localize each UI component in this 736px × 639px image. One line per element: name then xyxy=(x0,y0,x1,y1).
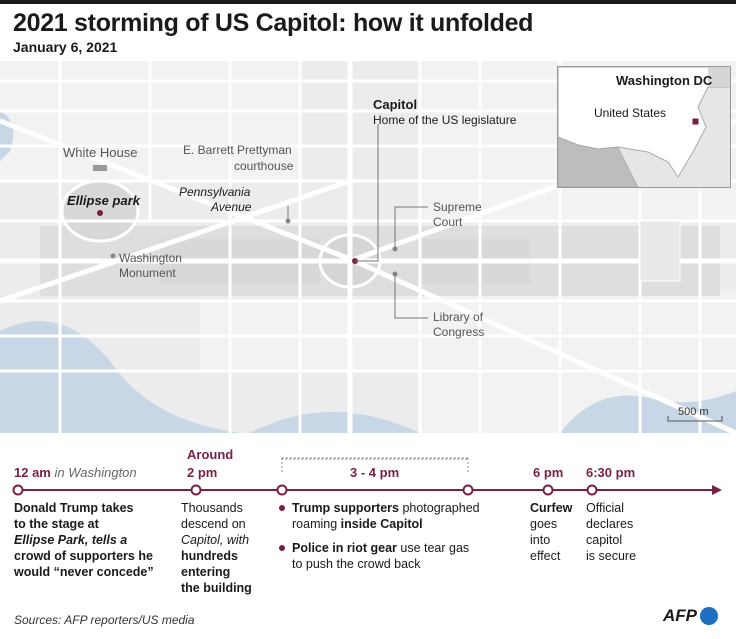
library-label-1: Library of xyxy=(433,310,484,324)
capitol-label: Capitol xyxy=(373,97,418,112)
event-4-description: Curfew goes into effect xyxy=(530,501,573,563)
timeline-dot-3pm xyxy=(276,484,288,496)
afp-logo-dot-icon xyxy=(700,607,718,625)
event-2-time-line2: 2 pm xyxy=(187,465,218,480)
courthouse-label-1: E. Barrett Prettyman xyxy=(183,143,292,157)
timeline-dot-630pm xyxy=(586,484,598,496)
event-1-time: 12 am in Washington xyxy=(14,465,137,480)
monument-marker xyxy=(110,253,116,259)
timeline-axis xyxy=(12,457,722,496)
scale-label: 500 m xyxy=(678,406,709,418)
courthouse-label-2: courthouse xyxy=(234,159,294,173)
event-5-time: 6:30 pm xyxy=(586,465,636,480)
timeline-dot-6pm xyxy=(542,484,554,496)
inset-city-label: Washington DC xyxy=(616,73,713,88)
bullet-marker-1 xyxy=(279,505,285,511)
event-3-bullet-2: Police in riot gear use tear gas to push… xyxy=(292,541,470,571)
inset-map-graphic xyxy=(558,67,730,187)
capitol-description: Home of the US legislature xyxy=(373,113,517,127)
event-2-description: Thousands descend on Capitol, with hundr… xyxy=(181,501,252,595)
map-markers xyxy=(97,210,398,277)
supreme-court-label-2: Court xyxy=(433,215,463,229)
event-1-description: Donald Trump takes to the stage at Ellip… xyxy=(14,501,154,579)
event-2-time-line1: Around xyxy=(187,447,234,462)
timeline-dot-12am xyxy=(12,484,24,496)
bullet-marker-2 xyxy=(279,545,285,551)
inset-map xyxy=(557,66,731,188)
monument-label-1: Washington xyxy=(119,251,182,265)
ellipse-park-marker xyxy=(97,210,103,216)
event-4-time: 6 pm xyxy=(533,465,564,480)
pennsylvania-label-1: Pennsylvania xyxy=(179,185,251,199)
timeline-dot-4pm xyxy=(462,484,474,496)
source-credit: Sources: AFP reporters/US media xyxy=(14,613,195,627)
white-house-label: White House xyxy=(63,145,138,160)
pennsylvania-label-2: Avenue xyxy=(211,200,252,214)
page-subtitle: January 6, 2021 xyxy=(13,39,118,55)
library-label-2: Congress xyxy=(433,325,485,339)
event-3-time: 3 - 4 pm xyxy=(350,465,400,480)
event-5-description: Official declares capitol is secure xyxy=(586,501,637,563)
afp-logo: AFP xyxy=(663,606,697,625)
inset-country-label: United States xyxy=(594,106,667,120)
ellipse-park-label: Ellipse park xyxy=(67,193,140,208)
monument-label-2: Monument xyxy=(119,266,176,280)
top-rule xyxy=(0,0,736,4)
event-3-bullet-1: Trump supporters photographed roaming in… xyxy=(292,501,480,531)
timeline-dot-2pm xyxy=(190,484,202,496)
page-title: 2021 storming of US Capitol: how it unfo… xyxy=(13,9,534,37)
supreme-court-label-1: Supreme xyxy=(433,200,482,214)
